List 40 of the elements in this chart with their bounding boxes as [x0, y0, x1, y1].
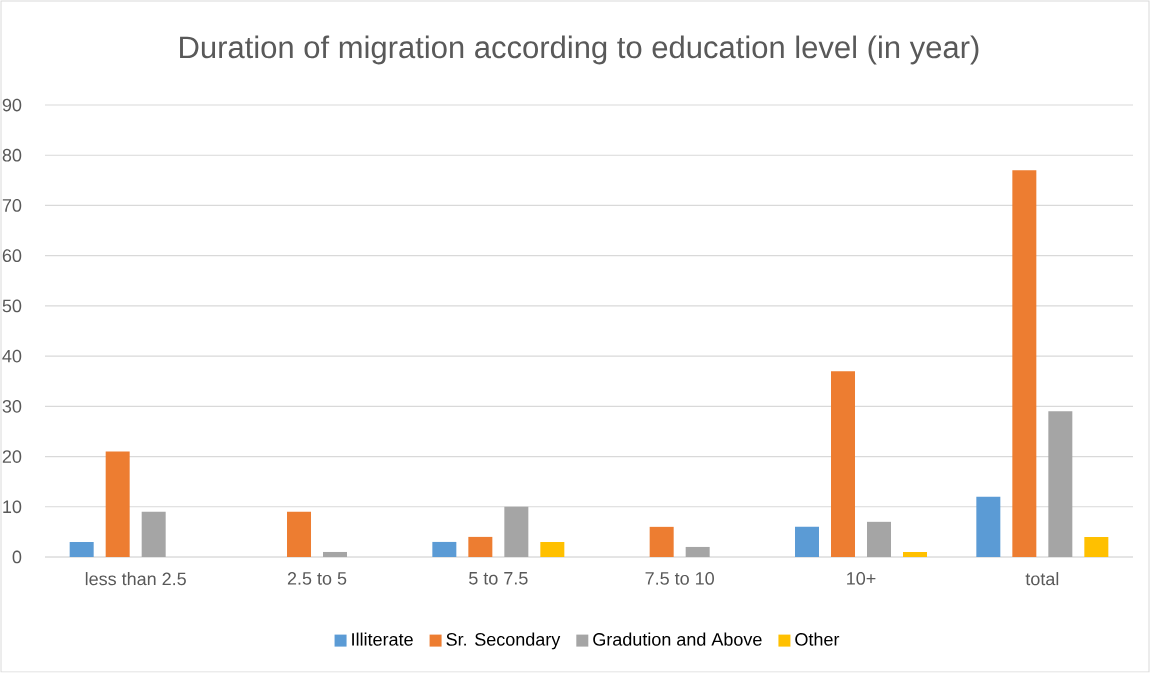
- bar: [468, 536, 493, 557]
- bar: [540, 541, 565, 557]
- bar: [867, 521, 892, 557]
- bar: [685, 546, 710, 557]
- x-tick-label: 10+: [847, 572, 876, 585]
- bar: [504, 506, 529, 557]
- legend-label: Other: [795, 632, 840, 646]
- y-tick-label: 90: [2, 98, 22, 112]
- bar: [1048, 411, 1073, 557]
- y-tick-label: 80: [2, 148, 22, 162]
- y-tick-label: 70: [2, 199, 22, 212]
- bar: [795, 526, 819, 557]
- x-tick-label: 2.5 to 5: [287, 572, 347, 585]
- bar: [69, 541, 94, 557]
- legend-label: Sr. Secondary: [446, 632, 561, 650]
- bar: [105, 451, 130, 557]
- x-tick-label: total: [1025, 572, 1059, 586]
- y-tick-label: 60: [2, 249, 22, 263]
- y-tick-label: 0: [12, 550, 22, 564]
- y-tick-label: 10: [3, 500, 22, 514]
- x-tick-label: less than 2.5: [85, 572, 186, 586]
- bar: [432, 541, 457, 557]
- legend-label: Illiterate: [352, 632, 413, 646]
- x-tick-label: 7.5 to 10: [645, 572, 714, 585]
- bar: [649, 526, 674, 557]
- bar: [1084, 536, 1109, 557]
- bar: [831, 371, 855, 557]
- x-tick-label: 5 to 7.5: [469, 572, 528, 585]
- bar: [141, 511, 166, 557]
- y-tick-label: 40: [2, 349, 22, 363]
- y-tick-label: 30: [2, 399, 22, 413]
- bar: [323, 551, 347, 557]
- y-tick-label: 20: [2, 450, 22, 463]
- chart-title: Duration of migration according to education level (in year): [180, 35, 979, 65]
- bar: [976, 496, 1001, 557]
- legend-label: Gradution and Above: [593, 632, 762, 646]
- bar: [1012, 170, 1037, 557]
- bar: [903, 551, 928, 557]
- y-tick-label: 50: [2, 299, 22, 313]
- bar: [287, 511, 312, 557]
